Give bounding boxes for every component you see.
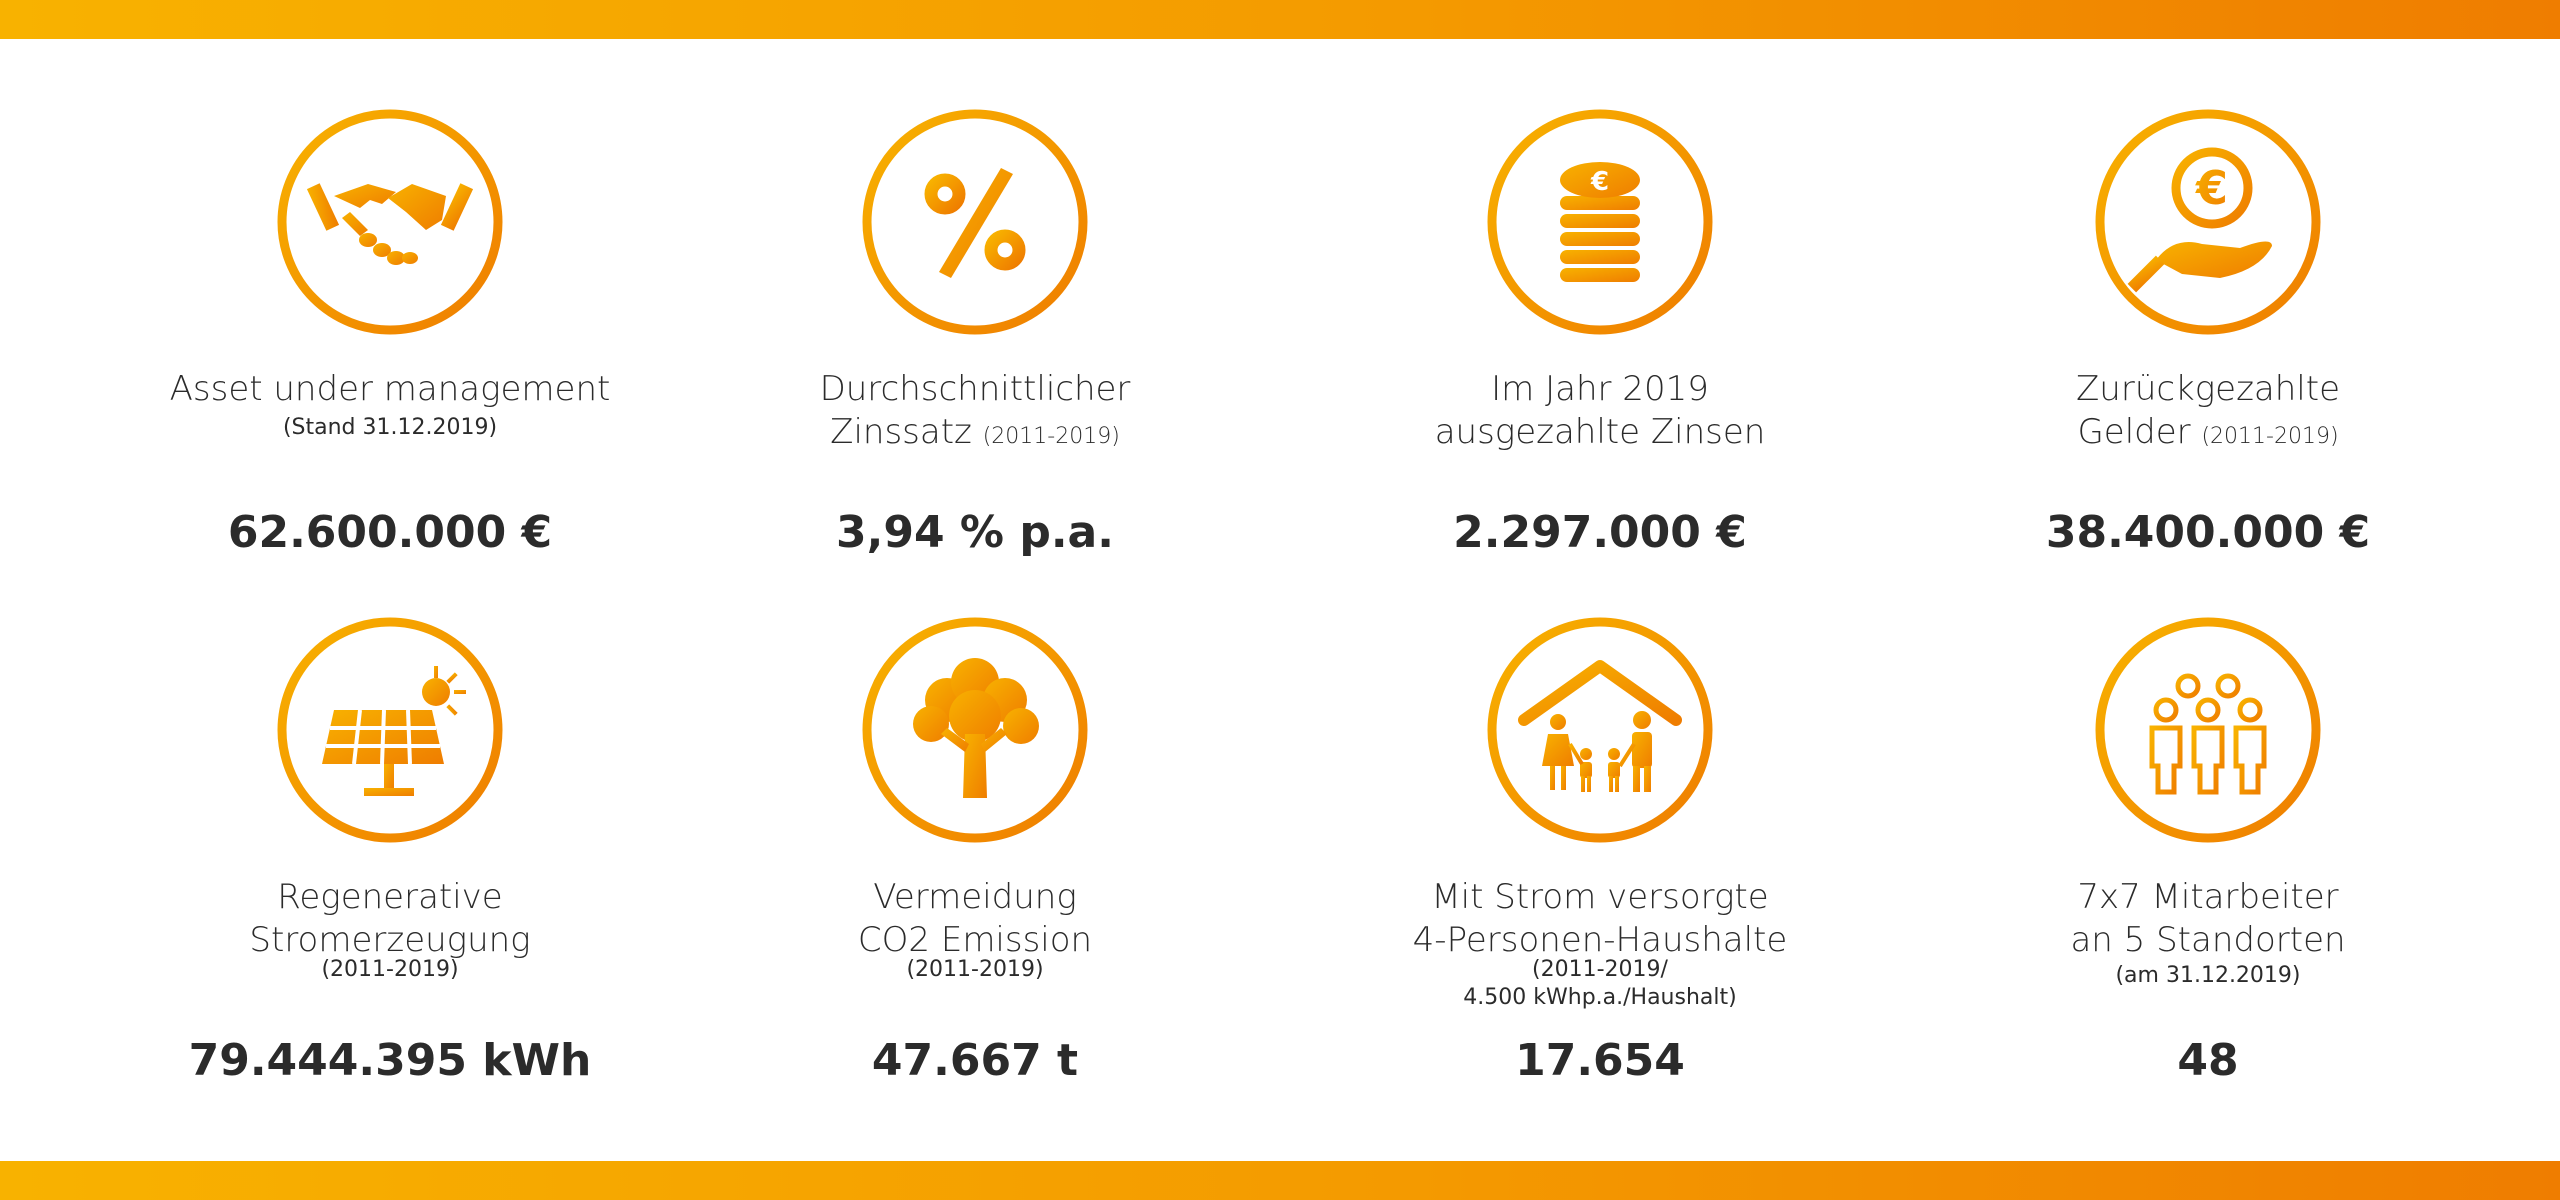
bottom-accent-bar [0, 1161, 2560, 1200]
stat-value: 2.297.000 € [1453, 507, 1747, 558]
svg-text:€: € [1590, 167, 1609, 197]
stat-value: 3,94 % p.a. [836, 507, 1114, 558]
stat-value: 48 [2177, 1035, 2239, 1086]
solar-panel-icon [276, 616, 504, 844]
stat-value: 17.654 [1515, 1035, 1685, 1086]
family-house-icon [1486, 616, 1714, 844]
stat-label: Regenerative Stromerzeugung [249, 877, 531, 960]
hand-euro-icon: € [2094, 108, 2322, 336]
stat-sub-label: (Stand 31.12.2019) [282, 415, 498, 440]
stat-label: Im Jahr 2019 ausgezahlte Zinsen [1434, 369, 1766, 452]
tree-icon [861, 616, 1089, 844]
stat-label: Zurückgezahlte Gelder (2011-2019) [2076, 369, 2340, 452]
stat-label: Durchschnittlicher Zinssatz (2011-2019) [819, 369, 1131, 452]
stat-label: Asset under management [169, 369, 611, 409]
coin-stack-icon: € [1486, 108, 1714, 336]
stat-sub-label: (2011-2019) [906, 957, 1044, 982]
stat-label: Mit Strom versorgte 4-Personen-Haushalte [1412, 877, 1788, 960]
stat-label: Vermeidung CO2 Emission [857, 877, 1093, 960]
handshake-icon [276, 108, 504, 336]
stat-sub-label-2: 4.500 kWhp.a./Haushalt) [1463, 985, 1737, 1010]
svg-text:€: € [2195, 161, 2228, 215]
stat-sub-label: (2011-2019/ [1532, 957, 1668, 982]
stat-value: 38.400.000 € [2045, 507, 2371, 558]
percent-icon [861, 108, 1089, 336]
stat-value: 47.667 t [871, 1035, 1079, 1086]
stat-value: 79.444.395 kWh [188, 1035, 592, 1086]
stat-sub-label: (am 31.12.2019) [2115, 963, 2301, 988]
top-accent-bar [0, 0, 2560, 39]
team-icon [2094, 616, 2322, 844]
stat-value: 62.600.000 € [227, 507, 553, 558]
stat-label: 7x7 Mitarbeiter an 5 Standorten [2070, 877, 2346, 960]
stat-sub-label: (2011-2019) [321, 957, 459, 982]
